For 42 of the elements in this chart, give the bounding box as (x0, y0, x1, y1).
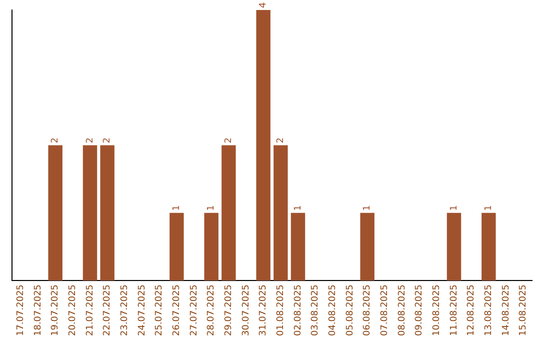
x-tick-label: 30.07.2025 (241, 284, 252, 336)
data-label: 1 (362, 205, 373, 211)
x-tick-label: 25.07.2025 (154, 284, 165, 336)
data-label: 1 (172, 205, 182, 211)
data-label: 1 (206, 205, 217, 211)
x-tick-label: 13.08.2025 (484, 284, 494, 336)
x-tick-label: 11.08.2025 (449, 284, 460, 336)
data-label: 1 (449, 205, 460, 211)
data-label: 1 (293, 205, 304, 211)
x-tick-label: 24.07.2025 (137, 284, 148, 336)
x-tick-label: 20.07.2025 (68, 284, 78, 336)
data-label: 1 (484, 205, 494, 211)
x-tick-label: 15.08.2025 (518, 284, 529, 336)
data-label: 2 (224, 138, 234, 144)
x-tick-label: 07.08.2025 (380, 284, 390, 336)
x-tick-label: 02.08.2025 (293, 284, 304, 336)
data-label: 2 (102, 138, 113, 144)
data-label: 4 (258, 2, 269, 8)
x-tick-label: 09.08.2025 (414, 284, 425, 336)
x-tick-label: 22.07.2025 (102, 284, 113, 336)
x-tick-label: 04.08.2025 (328, 284, 338, 336)
x-tick-label: 29.07.2025 (224, 284, 234, 336)
x-tick-label: 05.08.2025 (345, 284, 356, 336)
data-label: 2 (276, 138, 286, 144)
x-tick-label: 10.08.2025 (432, 284, 442, 336)
x-tick-label: 19.07.2025 (50, 284, 61, 336)
data-label: 2 (85, 138, 96, 144)
data-label: 2 (50, 138, 61, 144)
x-tick-label: 14.08.2025 (501, 284, 512, 336)
x-tick-label: 01.08.2025 (276, 284, 286, 336)
x-tick-label: 26.07.2025 (172, 284, 182, 336)
x-tick-label: 18.07.2025 (33, 284, 44, 336)
x-tick-label: 31.07.2025 (258, 284, 269, 336)
x-tick-label: 17.07.2025 (16, 284, 26, 336)
x-tick-label: 23.07.2025 (120, 284, 130, 336)
x-tick-label: 06.08.2025 (362, 284, 373, 336)
x-tick-label: 12.08.2025 (466, 284, 477, 336)
x-tick-label: 08.08.2025 (397, 284, 408, 336)
x-tick-label: 28.07.2025 (206, 284, 217, 336)
x-tick-label: 21.07.2025 (85, 284, 96, 336)
x-tick-label: 03.08.2025 (310, 284, 321, 336)
x-tick-label: 27.07.2025 (189, 284, 200, 336)
